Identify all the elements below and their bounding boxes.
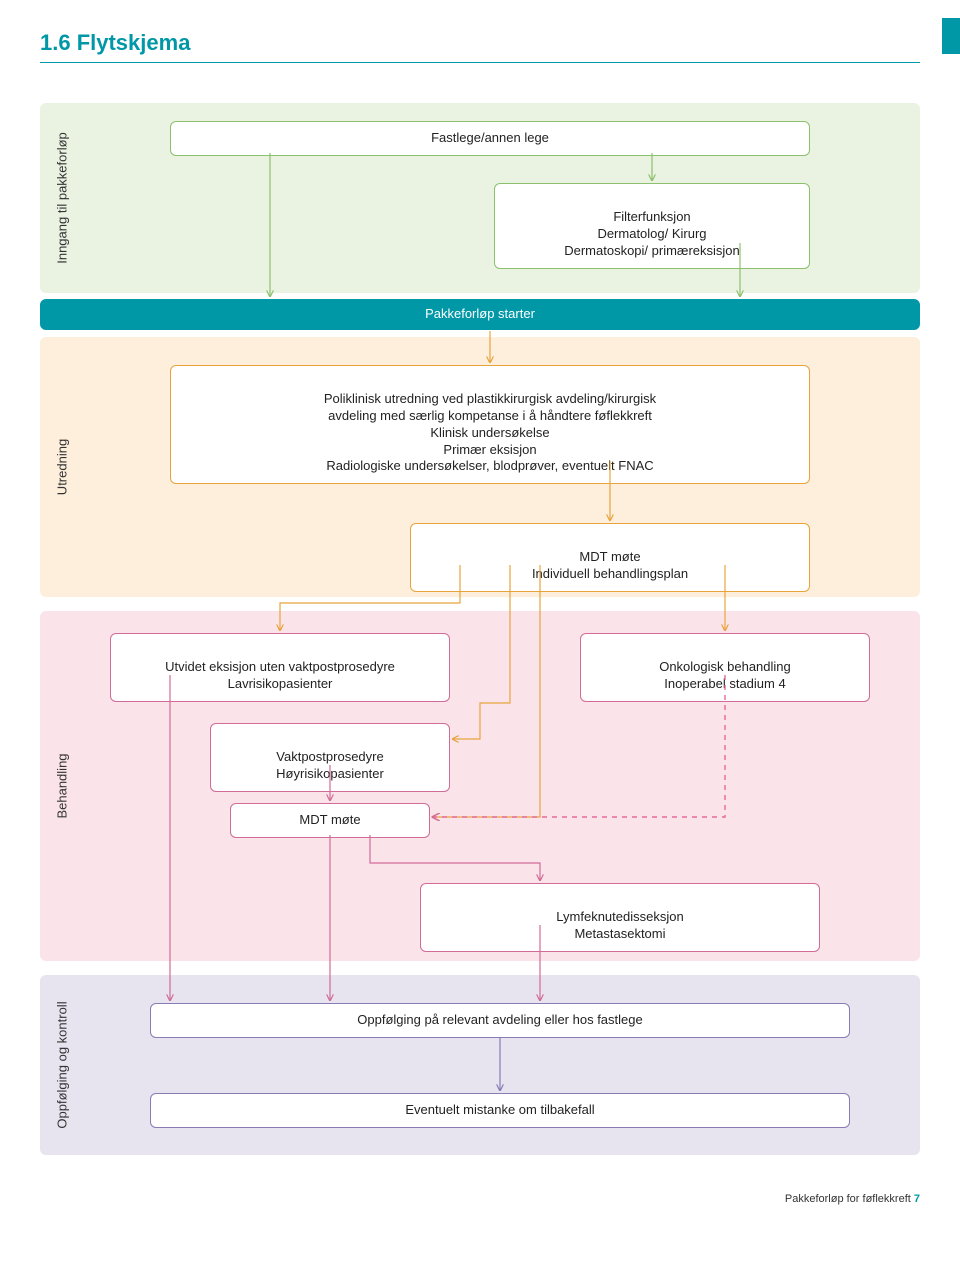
section-oppfolging: Oppfølging og kontroll xyxy=(40,975,920,1155)
page-tab xyxy=(942,18,960,54)
footer-text: Pakkeforløp for føflekkreft xyxy=(785,1193,911,1205)
node-text: Eventuelt mistanke om tilbakefall xyxy=(405,1102,594,1117)
node-text: Filterfunksjon Dermatolog/ Kirurg Dermat… xyxy=(564,209,740,258)
section-label-oppfolging: Oppfølging og kontroll xyxy=(55,1001,70,1128)
node-text: Lymfeknutedisseksjon Metastasektomi xyxy=(556,909,683,941)
node-lymfe: Lymfeknutedisseksjon Metastasektomi xyxy=(420,883,820,952)
section-label-behandling: Behandling xyxy=(55,753,70,818)
node-poliklinisk: Poliklinisk utredning ved plastikkirurgi… xyxy=(170,365,810,484)
node-fastlege: Fastlege/annen lege xyxy=(170,121,810,156)
flowchart: Inngang til pakkeforløp Utredning Behand… xyxy=(40,103,920,1163)
node-text: Vaktpostprosedyre Høyrisikopasienter xyxy=(276,749,384,781)
node-pakkeforlop: Pakkeforløp starter xyxy=(40,299,920,330)
node-text: Poliklinisk utredning ved plastikkirurgi… xyxy=(324,391,656,474)
node-text: Pakkeforløp starter xyxy=(425,306,535,321)
footer-page: 7 xyxy=(914,1193,920,1205)
node-tilbakefall: Eventuelt mistanke om tilbakefall xyxy=(150,1093,850,1128)
page-title: 1.6 Flytskjema xyxy=(40,30,920,63)
node-mdt2: MDT møte xyxy=(230,803,430,838)
node-oppfolging: Oppfølging på relevant avdeling eller ho… xyxy=(150,1003,850,1038)
node-text: MDT møte Individuell behandlingsplan xyxy=(532,549,688,581)
section-label-inngang: Inngang til pakkeforløp xyxy=(55,132,70,264)
section-label-utredning: Utredning xyxy=(55,439,70,495)
node-text: Onkologisk behandling Inoperabel stadium… xyxy=(659,659,791,691)
node-onkologisk: Onkologisk behandling Inoperabel stadium… xyxy=(580,633,870,702)
node-text: Utvidet eksisjon uten vaktpostprosedyre … xyxy=(165,659,395,691)
node-text: Oppfølging på relevant avdeling eller ho… xyxy=(357,1012,642,1027)
node-utvidet: Utvidet eksisjon uten vaktpostprosedyre … xyxy=(110,633,450,702)
node-filter: Filterfunksjon Dermatolog/ Kirurg Dermat… xyxy=(494,183,810,269)
node-text: MDT møte xyxy=(299,812,360,827)
node-mdt1: MDT møte Individuell behandlingsplan xyxy=(410,523,810,592)
node-vaktpost: Vaktpostprosedyre Høyrisikopasienter xyxy=(210,723,450,792)
page-footer: Pakkeforløp for føflekkreft 7 xyxy=(40,1193,920,1205)
node-text: Fastlege/annen lege xyxy=(431,130,549,145)
